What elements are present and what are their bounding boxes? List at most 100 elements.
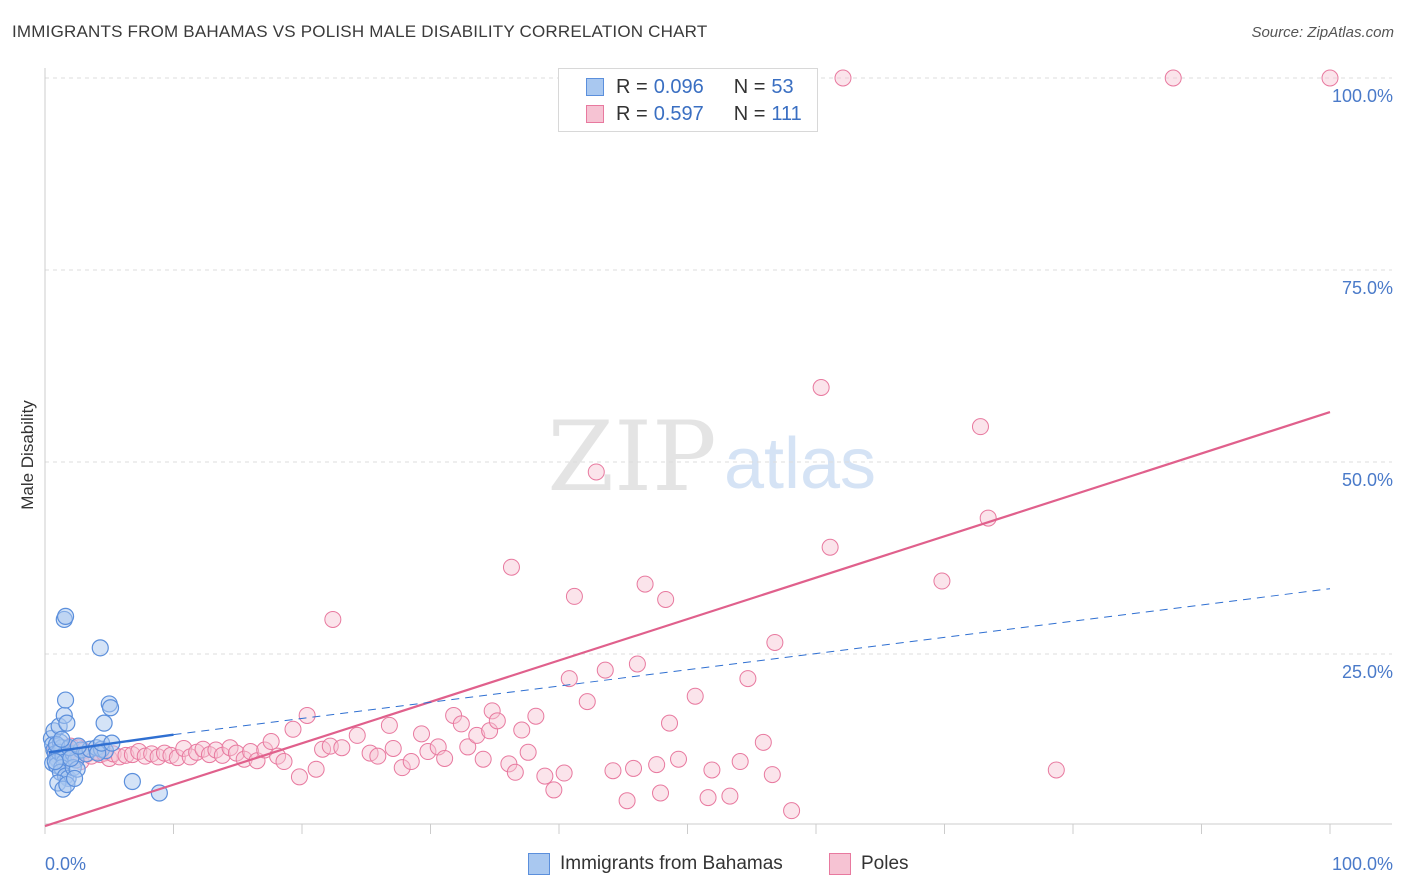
poles-point xyxy=(348,726,366,744)
poles-point xyxy=(1321,69,1339,87)
bahamas-trend-extension xyxy=(173,588,1331,736)
poles-point xyxy=(821,538,839,556)
chart-title: IMMIGRANTS FROM BAHAMAS VS POLISH MALE D… xyxy=(12,22,708,41)
watermark-atlas: atlas xyxy=(724,424,876,504)
poles-point xyxy=(117,746,135,764)
poles-point xyxy=(754,733,772,751)
poles-point xyxy=(555,764,573,782)
bottom-legend-swatch-blue xyxy=(528,853,550,875)
poles-point xyxy=(670,750,688,768)
poles-point xyxy=(657,590,675,608)
poles-point xyxy=(262,733,280,751)
poles-point xyxy=(652,784,670,802)
bahamas-point xyxy=(95,714,113,732)
y-tick-label: 100.0% xyxy=(1332,86,1393,106)
poles-point xyxy=(812,379,830,397)
bottom-legend-bahamas: Immigrants from Bahamas xyxy=(528,852,783,876)
poles-point xyxy=(625,759,643,777)
bahamas-trend-line xyxy=(48,733,174,754)
bahamas-point xyxy=(53,730,71,748)
poles-point xyxy=(1164,69,1182,87)
poles-point xyxy=(783,802,801,820)
bahamas-point xyxy=(58,714,76,732)
poles-point xyxy=(513,721,531,739)
y-tick-label: 50.0% xyxy=(1342,470,1393,490)
correlation-legend: R = 0.096 N = 53 R = 0.597 N = 111 xyxy=(558,68,818,132)
bahamas-point xyxy=(65,769,84,788)
source-attribution: Source: ZipAtlas.com xyxy=(1251,24,1394,41)
poles-point xyxy=(1047,761,1065,779)
x-tick-label: 100.0% xyxy=(1332,854,1393,874)
poles-point xyxy=(648,756,666,774)
poles-point xyxy=(468,726,486,744)
y-tick-label: 75.0% xyxy=(1342,278,1393,298)
bahamas-point xyxy=(46,752,64,771)
bahamas-point xyxy=(123,772,141,791)
poles-point xyxy=(703,761,721,779)
poles-point xyxy=(721,787,739,805)
bottom-legend-swatch-pink xyxy=(829,853,851,875)
bottom-legend-label: Immigrants from Bahamas xyxy=(560,853,783,874)
bahamas-point xyxy=(56,607,75,625)
poles-point xyxy=(500,755,518,773)
poles-point xyxy=(413,725,431,743)
poles-point xyxy=(136,747,154,765)
poles-point xyxy=(661,714,679,732)
poles-point xyxy=(384,739,402,757)
poles-point xyxy=(596,661,614,679)
x-tick-label: 0.0% xyxy=(45,854,86,874)
poles-point xyxy=(587,463,605,481)
poles-point xyxy=(686,687,704,705)
bottom-legend-poles: Poles xyxy=(829,852,909,876)
poles-point xyxy=(527,707,545,725)
legend-r-label: R = xyxy=(616,75,648,98)
poles-point xyxy=(628,655,646,673)
legend-row-poles: R = 0.597 N = 111 xyxy=(586,102,802,126)
poles-point xyxy=(419,743,437,761)
legend-swatch-pink xyxy=(586,105,604,123)
poles-trend-line xyxy=(44,411,1331,828)
poles-point xyxy=(739,670,757,688)
poles-point xyxy=(452,715,470,733)
bahamas-point xyxy=(56,691,75,709)
poles-point xyxy=(979,509,997,527)
poles-point xyxy=(483,702,501,720)
poles-point xyxy=(298,706,316,724)
poles-point xyxy=(488,712,506,730)
legend-r-label: R = xyxy=(616,102,648,125)
poles-point xyxy=(111,748,129,766)
poles-point xyxy=(275,753,293,771)
poles-point xyxy=(699,789,717,807)
poles-point xyxy=(284,720,302,738)
legend-n-value: 53 xyxy=(771,75,794,98)
legend-n-label: N = xyxy=(733,102,766,125)
poles-point xyxy=(502,558,520,576)
poles-point xyxy=(763,766,781,784)
bahamas-point xyxy=(91,639,109,657)
poles-point xyxy=(333,739,351,757)
poles-point xyxy=(519,743,537,761)
poles-point xyxy=(834,69,852,87)
poles-point xyxy=(380,716,398,734)
poles-point xyxy=(578,693,596,711)
y-tick-label: 25.0% xyxy=(1342,662,1393,682)
poles-point xyxy=(307,760,325,778)
poles-point xyxy=(324,610,342,628)
poles-point xyxy=(604,762,622,780)
legend-n-label: N = xyxy=(733,75,766,98)
poles-point xyxy=(175,739,193,757)
poles-point xyxy=(766,633,784,651)
poles-point xyxy=(436,749,454,767)
poles-point xyxy=(636,575,654,593)
poles-point xyxy=(545,781,563,799)
poles-point xyxy=(536,767,554,785)
poles-point xyxy=(506,763,524,781)
poles-point xyxy=(369,747,387,765)
poles-point xyxy=(459,738,477,756)
legend-row-bahamas: R = 0.096 N = 53 xyxy=(586,75,794,99)
poles-point xyxy=(565,587,583,605)
watermark-zip: ZIP xyxy=(547,401,716,513)
bahamas-point xyxy=(101,699,120,717)
bottom-legend-label: Poles xyxy=(861,853,909,874)
